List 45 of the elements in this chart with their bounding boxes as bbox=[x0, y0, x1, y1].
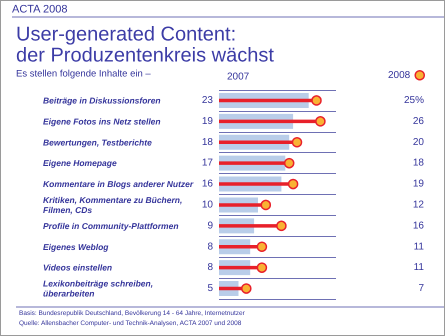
y-tick-label: Lexikonbeiträge schreiben, überarbeiten bbox=[43, 278, 156, 299]
point bbox=[315, 116, 326, 127]
data-label: 26 bbox=[412, 116, 424, 127]
y-tick-label: Eigenes Weblog bbox=[43, 242, 110, 252]
data-label: 25% bbox=[404, 94, 424, 106]
y-tick-label: Eigene Fotos ins Netz stellen bbox=[43, 116, 161, 126]
data-label: 23 bbox=[202, 94, 214, 106]
y-tick-label: Bewertungen, Testberichte bbox=[43, 137, 152, 148]
point bbox=[241, 283, 252, 294]
data-label: 18 bbox=[412, 158, 424, 169]
data-label: 12 bbox=[412, 199, 424, 210]
data-label: 7 bbox=[418, 283, 424, 294]
y-tick-label: Kritiken, Kommentare zu Büchern, Filmen, CDs bbox=[43, 194, 185, 215]
text: ACTA 2008 bbox=[12, 4, 68, 16]
legend-label: 2008 bbox=[388, 70, 411, 81]
point bbox=[311, 95, 322, 106]
y-tick-label: Profile in Community-Plattformen bbox=[43, 220, 179, 231]
data-label: 16 bbox=[412, 220, 424, 232]
point bbox=[256, 242, 268, 252]
data-label: 20 bbox=[412, 136, 424, 148]
data-label: 9 bbox=[207, 220, 214, 232]
data-label: 19 bbox=[202, 116, 214, 127]
data-label: 19 bbox=[412, 178, 424, 190]
data-label: 5 bbox=[207, 283, 214, 294]
point bbox=[288, 178, 298, 190]
data-label: 16 bbox=[202, 178, 214, 190]
data-label: 11 bbox=[414, 262, 424, 274]
point bbox=[292, 137, 302, 148]
data-label: 17 bbox=[202, 158, 214, 169]
y-tick-label: Videos einstellen bbox=[43, 262, 112, 273]
y-tick-label: Beiträge in Diskussionsforen bbox=[43, 95, 161, 106]
point bbox=[276, 220, 287, 232]
data-label: 10 bbox=[202, 199, 214, 210]
data-label: 8 bbox=[207, 241, 214, 252]
y-tick-label: Kommentare in Blogs anderer Nutzer bbox=[43, 179, 194, 190]
data-label: 11 bbox=[414, 241, 424, 252]
data-label: 18 bbox=[202, 136, 214, 148]
y-tick-label: Eigene Homepage bbox=[43, 158, 117, 168]
text: Es stellen folgende Inhalte ein – bbox=[16, 68, 152, 80]
point bbox=[260, 200, 272, 210]
point bbox=[284, 158, 294, 168]
series-label: 2007 bbox=[227, 72, 250, 82]
chart-title: User-generated Content: der Produzentenkreis wächst bbox=[16, 24, 274, 66]
data-label: 8 bbox=[207, 262, 214, 274]
point bbox=[256, 262, 268, 273]
